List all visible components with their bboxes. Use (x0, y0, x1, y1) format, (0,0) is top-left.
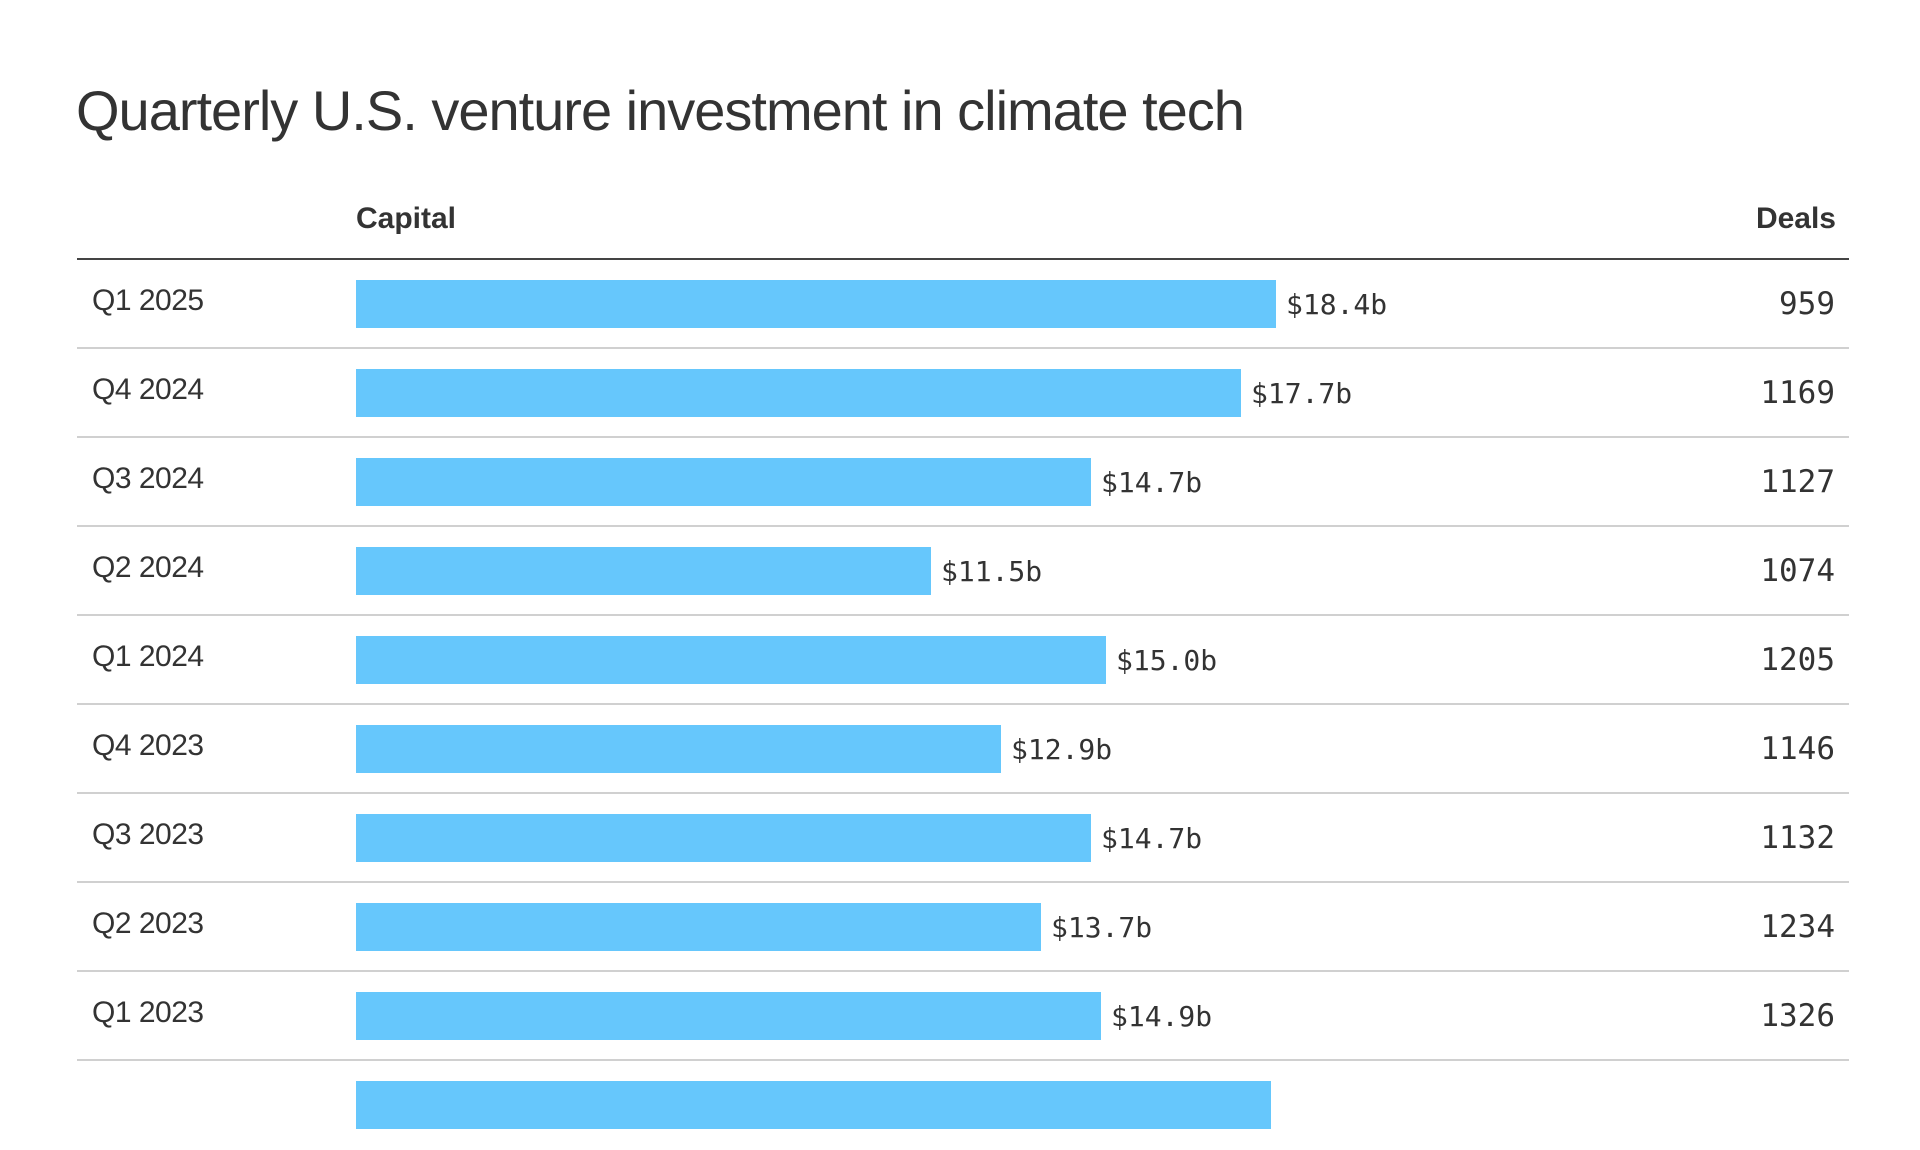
capital-value-label: $13.7b (1051, 911, 1153, 944)
quarter-label: Q1 2025 (92, 284, 204, 317)
capital-value-label: $14.9b (1111, 1000, 1213, 1033)
quarter-label: Q4 2023 (92, 729, 204, 762)
column-header-deals: Deals (1755, 202, 1836, 235)
table-row: Q4 2023 $12.9b 1146 (77, 705, 1849, 794)
quarter-label: Q2 2024 (92, 551, 204, 584)
deals-value: 1169 (1760, 375, 1835, 411)
quarter-label: Q3 2023 (92, 818, 204, 851)
capital-bar (356, 725, 1001, 773)
table-row: Q2 2024 $11.5b 1074 (77, 527, 1849, 616)
capital-bar (356, 636, 1106, 684)
capital-value-label: $18.4b (1286, 288, 1388, 321)
capital-bar (356, 280, 1276, 328)
header-rule (77, 258, 1849, 260)
capital-bar (356, 992, 1101, 1040)
deals-value: 1326 (1760, 998, 1835, 1034)
table-row: Q1 2025 $18.4b 959 (77, 260, 1849, 349)
capital-value-label: $17.7b (1251, 377, 1353, 410)
table-row: Q1 2024 $15.0b 1205 (77, 616, 1849, 705)
table-row-partial (77, 1061, 1849, 1150)
capital-value-label: $11.5b (941, 555, 1043, 588)
capital-bar (356, 1081, 1271, 1129)
deals-value: 959 (1779, 286, 1835, 322)
quarter-label: Q4 2024 (92, 373, 204, 406)
deals-value: 1146 (1760, 731, 1835, 767)
capital-bar (356, 903, 1041, 951)
capital-bar (356, 369, 1241, 417)
deals-value: 1132 (1760, 820, 1835, 856)
chart-title: Quarterly U.S. venture investment in cli… (76, 79, 1245, 142)
table-row: Q2 2023 $13.7b 1234 (77, 883, 1849, 972)
table-row: Q3 2024 $14.7b 1127 (77, 438, 1849, 527)
chart-rows: Q1 2025 $18.4b 959 Q4 2024 $17.7b 1169 Q3 2024… (77, 260, 1849, 1150)
table-row: Q4 2024 $17.7b 1169 (77, 349, 1849, 438)
capital-bar (356, 547, 931, 595)
capital-bar (356, 458, 1091, 506)
quarter-label: Q2 2023 (92, 907, 204, 940)
table-row: Q1 2023 $14.9b 1326 (77, 972, 1849, 1061)
quarter-label: Q1 2024 (92, 640, 204, 673)
capital-value-label: $14.7b (1101, 466, 1203, 499)
quarter-label: Q3 2024 (92, 462, 204, 495)
deals-value: 1127 (1760, 464, 1835, 500)
capital-value-label: $14.7b (1101, 822, 1203, 855)
quarter-label: Q1 2023 (92, 996, 204, 1029)
capital-bar (356, 814, 1091, 862)
deals-value: 1074 (1760, 553, 1835, 589)
column-header-capital: Capital (356, 202, 457, 235)
deals-value: 1234 (1760, 909, 1835, 945)
table-row: Q3 2023 $14.7b 1132 (77, 794, 1849, 883)
deals-value: 1205 (1760, 642, 1835, 678)
capital-value-label: $15.0b (1116, 644, 1218, 677)
capital-value-label: $12.9b (1011, 733, 1113, 766)
